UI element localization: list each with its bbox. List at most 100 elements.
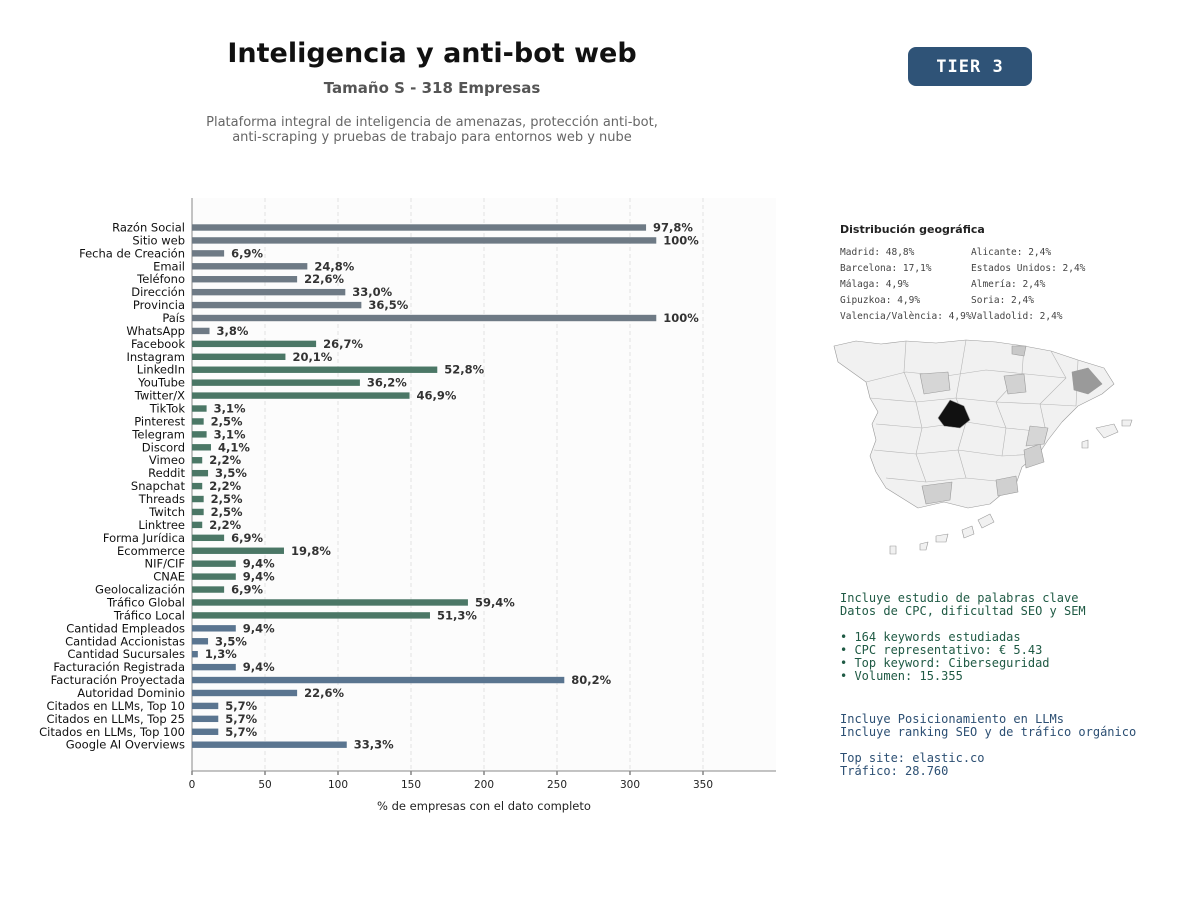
bar (192, 431, 207, 438)
category-label: Snapchat (131, 479, 186, 493)
bar (192, 573, 236, 580)
category-label: Linktree (138, 518, 185, 532)
data-label: 80,2% (571, 673, 611, 687)
data-label: 36,2% (367, 376, 407, 390)
category-label: Teléfono (136, 272, 185, 286)
bar (192, 521, 203, 529)
bar (192, 353, 286, 360)
category-label: Tráfico Local (113, 608, 185, 622)
bar (192, 638, 209, 645)
data-label: 51,3% (437, 608, 477, 622)
category-label: Forma Jurídica (103, 531, 185, 545)
map-madrid (937, 399, 971, 429)
geo-item: Valladolid: 2,4% (971, 311, 1063, 322)
data-label: 9,4% (243, 557, 275, 571)
category-label: Geolocalización (95, 583, 185, 597)
category-label: Facturación Proyectada (51, 673, 185, 687)
x-axis-title: % de empresas con el dato completo (377, 799, 591, 813)
geo-item: Barcelona: 17,1% (840, 263, 932, 274)
category-label: Fecha de Creación (79, 246, 185, 260)
data-label: 9,4% (243, 660, 275, 674)
bar (192, 418, 204, 425)
category-label: Citados en LLMs, Top 10 (46, 699, 185, 713)
geo-distribution-list: Madrid: 48,8% Alicante: 2,4% Barcelona: … (840, 246, 1110, 324)
description-line: anti-scraping y pruebas de trabajo para … (232, 130, 632, 145)
category-label: Facturación Registrada (53, 660, 185, 674)
category-label: Pinterest (134, 414, 185, 428)
geo-item: Almería: 2,4% (971, 279, 1046, 290)
page-description: Plataforma integral de inteligencia de a… (132, 115, 732, 145)
keywords-bullet: • CPC representativo: € 5.43 (840, 643, 1043, 657)
bar (192, 663, 236, 671)
x-tick-label: 250 (547, 779, 567, 791)
data-label: 100% (663, 311, 699, 325)
x-tick-label: 50 (258, 779, 271, 791)
category-label: Twitter/X (134, 389, 185, 403)
bar (192, 314, 657, 322)
bar (192, 482, 203, 490)
bar (192, 689, 298, 697)
geo-item: Alicante: 2,4% (971, 247, 1052, 258)
map-almeria (995, 475, 1019, 497)
bar (192, 560, 236, 567)
x-tick-label: 200 (474, 779, 494, 791)
keywords-block: Incluye estudio de palabras clave Datos … (840, 592, 1170, 683)
data-label: 2,2% (209, 453, 241, 467)
bar (192, 263, 308, 270)
bar (192, 379, 360, 386)
data-label: 9,4% (243, 621, 275, 635)
data-label: 4,1% (218, 440, 250, 454)
bar (192, 444, 211, 451)
category-label: Tráfico Global (106, 595, 185, 609)
geo-title: Distribución geográfica (840, 223, 985, 236)
keywords-bullet: • Volumen: 15.355 (840, 669, 963, 683)
data-label: 5,7% (225, 725, 257, 739)
map-balearic-islands (1081, 419, 1133, 449)
bar (192, 534, 225, 542)
data-label: 2,5% (211, 505, 243, 519)
page-subtitle: Tamaño S - 318 Empresas (323, 79, 541, 97)
data-label: 9,4% (243, 570, 275, 584)
category-label: Dirección (131, 285, 185, 299)
geo-item: Estados Unidos: 2,4% (971, 263, 1086, 274)
data-label: 26,7% (323, 337, 363, 351)
data-label: 3,1% (214, 427, 246, 441)
llm-line: Incluye ranking SEO y de tráfico orgánic… (840, 725, 1137, 739)
geo-item: Soria: 2,4% (971, 295, 1034, 306)
data-label: 19,8% (291, 544, 331, 558)
page-title: Inteligencia y anti-bot web (227, 38, 637, 69)
category-label: Telegram (131, 427, 185, 441)
data-label: 100% (663, 233, 699, 247)
data-label: 33,3% (354, 738, 394, 752)
category-label: LinkedIn (137, 363, 185, 377)
keywords-line: Incluye estudio de palabras clave (840, 591, 1079, 605)
bar (192, 495, 204, 503)
data-label: 33,0% (352, 285, 392, 299)
x-tick-label: 350 (693, 779, 713, 791)
keywords-line: Datos de CPC, dificultad SEO y SEM (840, 604, 1086, 618)
top-site-traffic: Tráfico: 28.760 (840, 764, 949, 778)
category-label: YouTube (137, 376, 185, 390)
data-label: 46,9% (417, 389, 457, 403)
data-label: 6,9% (231, 583, 263, 597)
llm-block: Incluye Posicionamiento en LLMs Incluye … (840, 713, 1170, 778)
data-label: 5,7% (225, 712, 257, 726)
bar (192, 508, 204, 516)
data-label: 1,3% (205, 647, 237, 661)
llm-line: Incluye Posicionamiento en LLMs (840, 712, 1064, 726)
bar (192, 366, 438, 373)
bar (192, 650, 198, 658)
map-alicante (1023, 443, 1045, 469)
category-label: Provincia (133, 298, 185, 312)
category-label: CNAE (153, 570, 185, 584)
map-valladolid (919, 371, 951, 395)
map-spain-outline (833, 339, 1115, 509)
geo-item: Málaga: 4,9% (840, 279, 909, 290)
category-label: Discord (142, 440, 185, 454)
map-gipuzkoa (1011, 345, 1027, 357)
bar (192, 340, 317, 348)
x-tick-label: 300 (620, 779, 640, 791)
category-label: TikTok (149, 402, 186, 416)
category-label: WhatsApp (126, 324, 185, 338)
geo-item: Madrid: 48,8% (840, 247, 915, 258)
